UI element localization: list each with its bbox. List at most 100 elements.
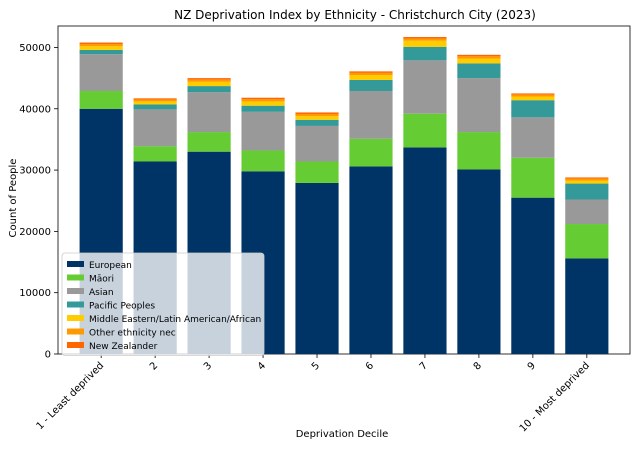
legend-label: Māori — [89, 275, 114, 285]
bar-segment-9-6 — [511, 94, 555, 97]
bar-segment-8-1 — [457, 169, 501, 354]
bar-segment-9-5 — [511, 96, 555, 101]
x-axis-label: Deprivation Decile — [296, 429, 389, 440]
bar-segment-8-5 — [457, 58, 501, 64]
legend-label: Other ethnicity nec — [89, 329, 176, 339]
bar-segment-5-6 — [295, 113, 339, 117]
legend-swatch — [67, 315, 84, 321]
bar-segment-3-6 — [187, 79, 231, 82]
bar-segment-9-7 — [511, 93, 555, 95]
bar-segment-1-3 — [79, 54, 123, 91]
y-axis-label: Count of People — [8, 159, 19, 238]
bar-segment-2-3 — [133, 109, 177, 147]
legend-swatch — [67, 328, 84, 335]
bar-segment-3-3 — [187, 92, 231, 133]
bar-segment-10-3 — [565, 199, 609, 225]
bar-segment-6-5 — [349, 75, 393, 80]
bar-segment-4-7 — [241, 97, 285, 100]
bar-segment-3-7 — [187, 78, 231, 80]
bar-segment-8-2 — [457, 132, 501, 170]
chart-title: NZ Deprivation Index by Ethnicity - Chri… — [174, 8, 536, 22]
bar-segment-8-3 — [457, 78, 501, 133]
bar-segment-5-4 — [295, 119, 339, 126]
bar-segment-6-2 — [349, 138, 393, 167]
x-tick-label: 5 — [310, 360, 322, 372]
bar-segment-10-7 — [565, 177, 609, 179]
bar-segment-9-2 — [511, 157, 555, 198]
bar-segment-5-2 — [295, 161, 339, 183]
legend-label: Middle Eastern/Latin American/African — [89, 315, 261, 325]
legend-label: European — [89, 261, 132, 271]
bar-segment-5-1 — [295, 182, 339, 354]
bar-segment-7-7 — [403, 37, 447, 39]
legend-label: Pacific Peoples — [89, 302, 155, 312]
bar-segment-10-4 — [565, 183, 609, 200]
bar-segment-6-7 — [349, 71, 393, 73]
x-ticks: 1 - Least deprived 2 3 4 5 6 7 8 910 - Most depr… — [35, 354, 592, 435]
y-tick-label: 40000 — [19, 104, 51, 115]
bar-segment-2-2 — [133, 146, 177, 162]
x-tick-label: 10 - Most deprived — [518, 360, 592, 434]
bar-segment-2-4 — [133, 104, 177, 110]
bar-segment-2-7 — [133, 98, 177, 100]
bar-segment-4-2 — [241, 150, 285, 172]
bar-segment-10-5 — [565, 180, 609, 184]
x-tick-label: 1 - Least deprived — [35, 360, 107, 432]
bar-segment-3-4 — [187, 86, 231, 93]
bar-segment-5-3 — [295, 125, 339, 162]
bar-segment-6-1 — [349, 166, 393, 354]
y-tick-label: 20000 — [19, 227, 51, 238]
y-tick-label: 30000 — [19, 166, 51, 177]
x-tick-label: 2 — [148, 360, 160, 372]
bar-segment-10-2 — [565, 224, 609, 259]
bar-segment-7-4 — [403, 46, 447, 61]
bar-segment-4-4 — [241, 105, 285, 112]
legend-swatch — [67, 261, 84, 267]
bar-segment-10-6 — [565, 178, 609, 181]
bar-segment-4-5 — [241, 101, 285, 106]
legend-label: New Zealander — [89, 342, 158, 352]
bar-segment-10-1 — [565, 258, 609, 354]
legend-swatch — [67, 342, 84, 348]
bar-segment-1-5 — [79, 46, 123, 50]
y-tick-label: 0 — [45, 350, 51, 361]
x-tick-label: 4 — [256, 360, 268, 372]
bar-segment-8-6 — [457, 56, 501, 59]
plot-frame — [57, 25, 631, 355]
bar-segment-9-3 — [511, 117, 555, 158]
bar-segment-8-4 — [457, 63, 501, 79]
plot-area — [57, 25, 631, 355]
x-tick-label: 7 — [418, 360, 430, 372]
x-tick-label: 6 — [364, 360, 376, 372]
bar-segment-3-2 — [187, 132, 231, 152]
bar-segment-1-7 — [79, 42, 123, 45]
legend-swatch — [67, 301, 84, 308]
y-ticks: 0 10000 20000 30000 40000 50000 — [19, 43, 58, 361]
bar-segment-1-6 — [79, 44, 123, 47]
legend: European Māori Asian Pacific Peoples Middle … — [61, 252, 265, 356]
bar-segment-8-7 — [457, 54, 501, 57]
y-tick-label: 10000 — [19, 288, 51, 299]
bar-segment-7-1 — [403, 147, 447, 354]
bar-segment-2-5 — [133, 101, 177, 105]
bar-segment-6-3 — [349, 90, 393, 139]
legend-swatch — [67, 288, 84, 294]
bar-segment-5-5 — [295, 116, 339, 120]
bar-segment-9-1 — [511, 197, 555, 354]
legend-swatch — [67, 274, 84, 281]
bar-segment-7-2 — [403, 113, 447, 148]
x-tick-label: 8 — [472, 360, 484, 372]
bar-segment-9-4 — [511, 100, 555, 118]
y-tick-label: 50000 — [19, 43, 51, 54]
bar-segment-7-3 — [403, 60, 447, 114]
x-tick-label: 3 — [202, 360, 214, 372]
bar-segment-1-2 — [79, 90, 123, 109]
legend-box — [61, 252, 265, 356]
bar-segment-2-6 — [133, 99, 177, 102]
legend-label: Asian — [89, 288, 114, 298]
bar-segment-1-4 — [79, 49, 123, 55]
bar-segment-6-6 — [349, 72, 393, 76]
bar-segment-4-6 — [241, 99, 285, 102]
